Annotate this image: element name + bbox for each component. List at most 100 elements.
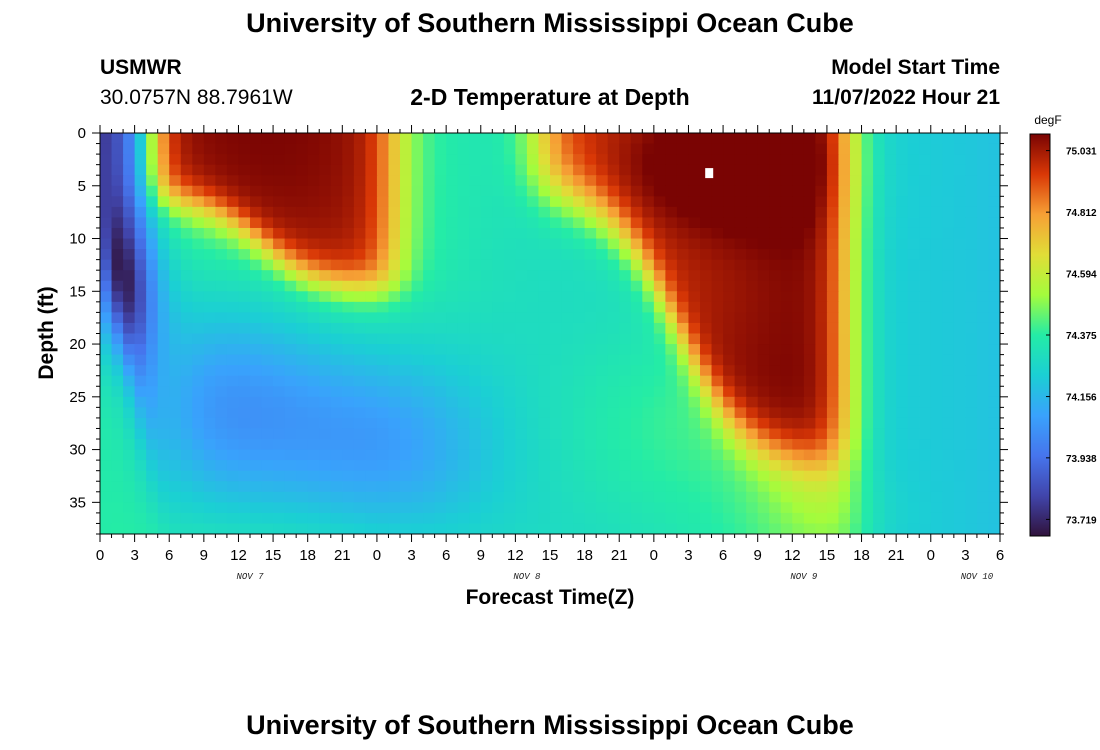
heatmap-cell	[100, 428, 113, 440]
heatmap-cell	[573, 428, 586, 440]
heatmap-cell	[896, 460, 909, 472]
heatmap-cell	[388, 280, 401, 292]
heatmap-cell	[353, 502, 366, 514]
heatmap-cell	[607, 206, 620, 219]
heatmap-cell	[550, 333, 563, 345]
heatmap-cell	[573, 312, 586, 324]
heatmap-cell	[803, 196, 816, 208]
heatmap-cell	[665, 164, 678, 176]
heatmap-cell	[665, 259, 678, 271]
model-start-time: 11/07/2022 Hour 21	[812, 86, 1000, 109]
heatmap-cell	[388, 175, 401, 187]
heatmap-cell	[826, 259, 840, 271]
heatmap-cell	[480, 270, 493, 282]
heatmap-cell	[988, 291, 1000, 303]
heatmap-cell	[100, 217, 113, 229]
heatmap-cell	[376, 491, 390, 503]
heatmap-cell	[803, 322, 816, 335]
heatmap-cell	[319, 481, 332, 493]
heatmap-cell	[607, 175, 620, 187]
heatmap-cell	[238, 502, 251, 514]
heatmap-cell	[769, 344, 782, 356]
heatmap-cell	[192, 502, 205, 514]
heatmap-cell	[203, 164, 216, 176]
heatmap-cell	[192, 449, 205, 461]
heatmap-cell	[896, 502, 909, 514]
heatmap-cell	[134, 133, 147, 145]
heatmap-cell	[896, 365, 909, 377]
heatmap-cell	[100, 280, 113, 292]
heatmap-cell	[907, 154, 920, 166]
heatmap-cell	[480, 428, 493, 440]
heatmap-cell	[746, 428, 759, 440]
heatmap-cell	[942, 249, 955, 261]
heatmap-cell	[930, 491, 943, 503]
heatmap-cell	[861, 333, 874, 345]
heatmap-cell	[873, 491, 886, 503]
x-tick-label: 3	[407, 547, 415, 564]
heatmap-cell	[123, 206, 136, 219]
heatmap-cell	[850, 133, 863, 145]
heatmap-cell	[734, 227, 747, 240]
heatmap-cell	[988, 143, 1000, 155]
heatmap-cell	[596, 154, 609, 166]
heatmap-cell	[596, 428, 609, 440]
heatmap-cell	[526, 523, 540, 534]
heatmap-cell	[688, 196, 701, 208]
heatmap-cell	[988, 407, 1000, 419]
colorbar-tick-label: 74.594	[1066, 269, 1097, 280]
heatmap-cell	[838, 386, 851, 398]
heatmap-cell	[826, 428, 840, 440]
heatmap-cell	[792, 143, 805, 155]
heatmap-cell	[250, 322, 263, 335]
heatmap-cell	[850, 164, 863, 176]
heatmap-cell	[850, 502, 863, 514]
heatmap-cell	[100, 249, 113, 261]
heatmap-cell	[111, 354, 124, 366]
heatmap-cell	[146, 164, 159, 176]
heatmap-cell	[930, 333, 943, 345]
heatmap-cell	[123, 449, 136, 461]
heatmap-cell	[434, 291, 447, 303]
heatmap-cell	[780, 143, 793, 155]
heatmap-cell	[307, 449, 320, 461]
heatmap-cell	[619, 375, 632, 387]
heatmap-cell	[734, 481, 747, 493]
heatmap-cell	[469, 417, 482, 430]
heatmap-cell	[203, 143, 216, 155]
heatmap-cell	[769, 249, 782, 261]
heatmap-cell	[757, 417, 770, 430]
heatmap-cell	[734, 280, 747, 292]
heatmap-cell	[123, 354, 136, 366]
heatmap-cell	[238, 270, 251, 282]
heatmap-cell	[884, 375, 897, 387]
heatmap-cell	[665, 344, 678, 356]
heatmap-cell	[342, 417, 355, 430]
heatmap-cell	[157, 249, 170, 261]
heatmap-cell	[803, 407, 816, 419]
heatmap-cell	[711, 154, 724, 166]
heatmap-cell	[642, 196, 655, 208]
heatmap-cell	[803, 333, 816, 345]
heatmap-cell	[157, 375, 170, 387]
heatmap-cell	[492, 259, 505, 271]
heatmap-cell	[930, 502, 943, 514]
heatmap-cell	[988, 386, 1000, 398]
heatmap-cell	[573, 185, 586, 197]
heatmap-cell	[538, 460, 551, 472]
heatmap-cell	[815, 196, 828, 208]
heatmap-cell	[376, 249, 390, 261]
heatmap-cell	[873, 238, 886, 250]
heatmap-cell	[711, 333, 724, 345]
heatmap-cell	[446, 196, 459, 208]
heatmap-cell	[376, 333, 390, 345]
heatmap-cell	[792, 439, 805, 451]
heatmap-cell	[538, 491, 551, 503]
heatmap-cell	[561, 227, 574, 240]
heatmap-cell	[376, 407, 390, 419]
heatmap-cell	[746, 375, 759, 387]
heatmap-cell	[515, 196, 528, 208]
heatmap-cell	[330, 512, 343, 525]
heatmap-cell	[850, 523, 863, 534]
heatmap-cell	[492, 502, 505, 514]
